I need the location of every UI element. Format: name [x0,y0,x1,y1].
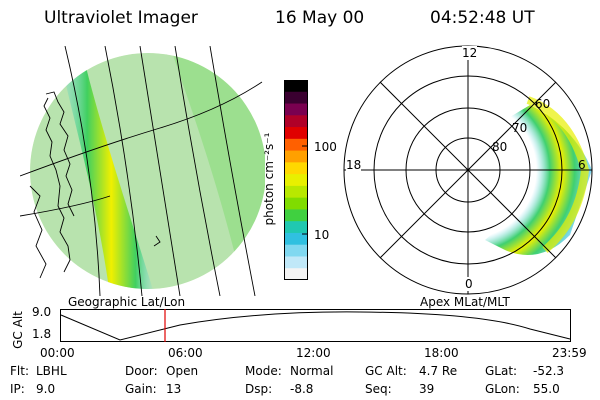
colorbar-stripe [284,103,308,116]
footer-glat-key: GLat: [485,364,518,378]
footer-door-key: Door: [125,364,158,378]
colorbar-stripe [284,197,308,210]
timeline-xtick-1200: 12:00 [296,346,331,360]
footer-gcalt-value: 4.7 Re [419,364,458,378]
timeline-ytick-max: 9.0 [32,305,52,319]
lat-label-60: 60 [535,97,551,111]
footer-dsp-value: -8.8 [290,382,314,396]
timeline-ylabel: GC Alt [11,311,25,349]
colorbar [284,80,308,280]
colorbar-stripe [284,232,308,246]
footer-glon-value: 55.0 [533,382,560,396]
mlt-label-18: 18 [346,158,362,172]
lat-label-70: 70 [512,121,528,135]
colorbar-tick-10: 10 [314,228,330,242]
footer-gain-value: 13 [166,382,182,396]
timeline-xtick-0600: 06:00 [168,346,203,360]
lat-label-80: 80 [492,140,508,154]
footer-gcalt-key: GC Alt: [365,364,407,378]
colorbar-stripe [284,256,308,269]
colorbar-stripe [284,268,308,280]
colorbar-unit-label: photon cm⁻²s⁻¹ [262,132,276,226]
footer-dsp-key: Dsp: [245,382,273,396]
observation-time: 04:52:48 UT [430,8,535,28]
colorbar-stripe [284,91,308,105]
timeline-plot [60,309,571,342]
colorbar-stripe [284,174,308,187]
geographic-image [20,46,265,296]
colorbar-stripe [284,244,308,257]
timeline-xtick-0000: 00:00 [40,346,75,360]
instrument-title: Ultraviolet Imager [44,8,198,28]
colorbar-stripe [284,162,308,175]
colorbar-tick-100: 100 [314,140,337,154]
timeline-ytick-min: 1.8 [32,327,52,341]
observation-date: 16 May 00 [275,8,365,28]
footer-mode-value: Normal [290,364,334,378]
footer-gain-key: Gain: [125,382,157,396]
timeline-ylabel-wrapper: GC Alt [10,311,26,349]
colorbar-stripe [284,209,308,222]
apex-label: Apex MLat/MLT [420,295,510,309]
footer-mode-key: Mode: [245,364,282,378]
footer-flt-key: Flt: [10,364,29,378]
colorbar-stripe [284,115,308,128]
footer-seq-key: Seq: [365,382,392,396]
colorbar-stripe [284,127,308,140]
footer-ip-value: 9.0 [36,382,56,396]
footer-door-value: Open [166,364,199,378]
footer-ip-key: IP: [10,382,25,396]
colorbar-stripe [284,185,308,199]
mlt-label-6: 6 [578,158,586,172]
colorbar-stripe [284,150,308,163]
footer-glon-key: GLon: [485,382,520,396]
colorbar-stripe [284,138,308,152]
footer-seq-value: 39 [419,382,435,396]
mlt-label-0: 0 [465,277,473,291]
footer-flt-value: LBHL [36,364,67,378]
mlt-label-12: 12 [462,46,478,60]
geographic-label: Geographic Lat/Lon [68,295,186,309]
timeline-xtick-2359: 23:59 [552,346,587,360]
footer-glat-value: -52.3 [533,364,565,378]
polar-plot [343,45,593,295]
colorbar-stripe [284,80,308,93]
colorbar-stripe [284,221,308,234]
timeline-xtick-1800: 18:00 [424,346,459,360]
